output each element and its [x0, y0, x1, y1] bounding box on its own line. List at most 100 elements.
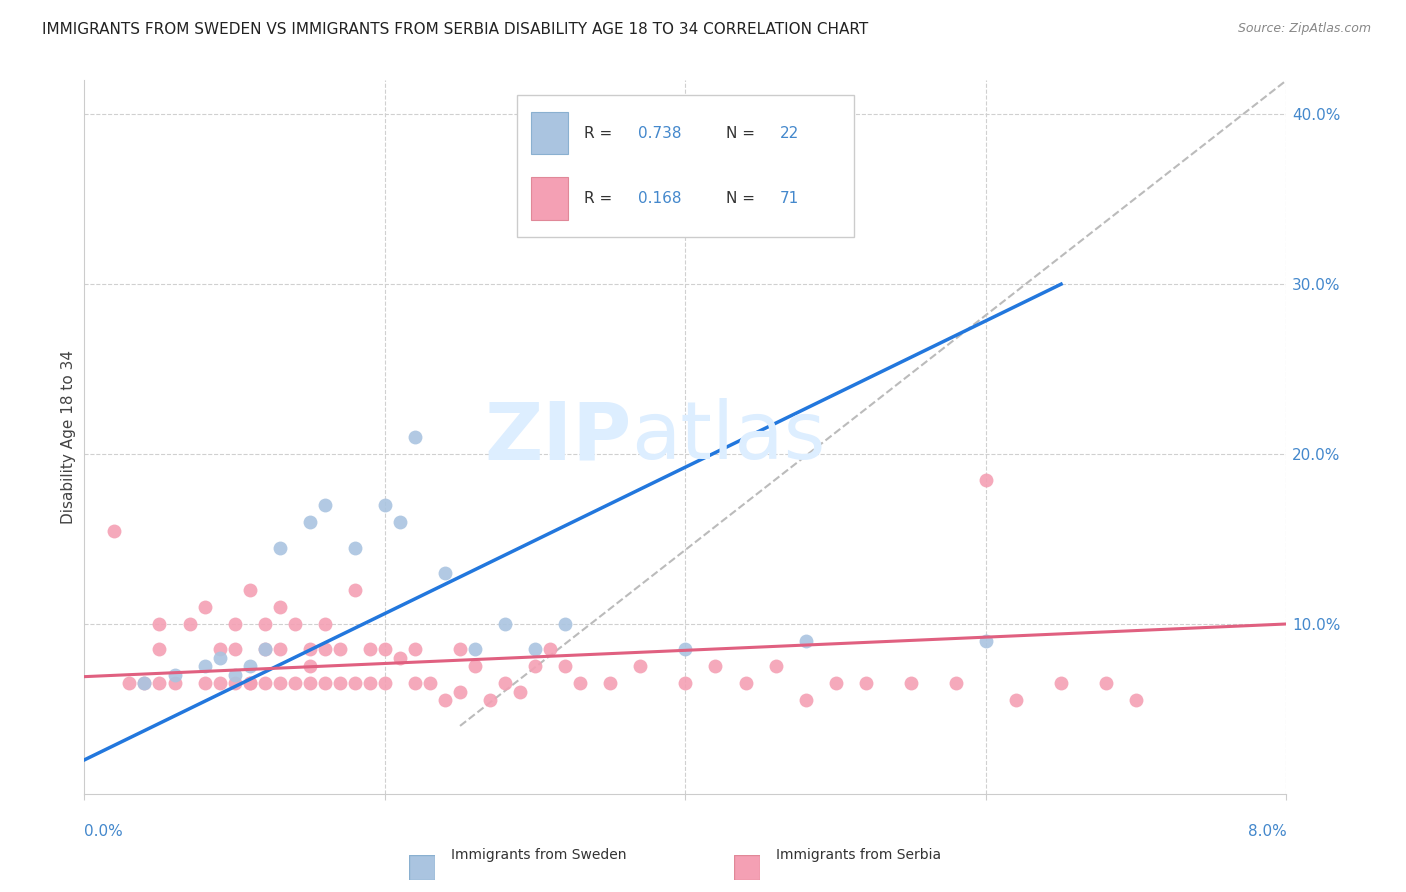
Point — [855, 676, 877, 690]
Point — [765, 659, 787, 673]
Point — [1095, 676, 1118, 690]
Point — [374, 642, 396, 657]
Point — [343, 582, 366, 597]
Point — [224, 676, 246, 690]
Point — [554, 617, 576, 632]
Point — [239, 676, 262, 690]
Point — [1125, 693, 1147, 707]
Point — [163, 676, 186, 690]
Point — [298, 515, 321, 529]
Point — [329, 642, 352, 657]
Point — [794, 634, 817, 648]
Point — [314, 676, 336, 690]
Point — [974, 473, 997, 487]
Text: Source: ZipAtlas.com: Source: ZipAtlas.com — [1237, 22, 1371, 36]
Point — [343, 541, 366, 555]
Point — [239, 582, 262, 597]
Text: 0.0%: 0.0% — [84, 824, 124, 839]
Point — [404, 642, 426, 657]
Point — [599, 676, 621, 690]
Text: ZIP: ZIP — [484, 398, 631, 476]
Point — [224, 668, 246, 682]
Point — [434, 693, 457, 707]
Point — [179, 617, 201, 632]
Point — [208, 651, 231, 665]
Point — [509, 685, 531, 699]
Point — [479, 693, 502, 707]
Point — [224, 617, 246, 632]
Point — [208, 676, 231, 690]
Point — [494, 676, 516, 690]
Point — [314, 642, 336, 657]
Point — [569, 676, 592, 690]
Point — [464, 642, 486, 657]
Point — [675, 642, 697, 657]
Text: 8.0%: 8.0% — [1247, 824, 1286, 839]
Point — [824, 676, 846, 690]
Point — [388, 651, 411, 665]
Point — [404, 430, 426, 444]
Y-axis label: Disability Age 18 to 34: Disability Age 18 to 34 — [60, 350, 76, 524]
Point — [404, 676, 426, 690]
Point — [734, 676, 756, 690]
Point — [239, 676, 262, 690]
Point — [269, 676, 291, 690]
Point — [628, 659, 651, 673]
Point — [298, 676, 321, 690]
Point — [148, 617, 170, 632]
Point — [208, 642, 231, 657]
Point — [118, 676, 141, 690]
Point — [464, 659, 486, 673]
Point — [554, 659, 576, 673]
Point — [134, 676, 156, 690]
Point — [269, 541, 291, 555]
Point — [449, 685, 471, 699]
Point — [298, 642, 321, 657]
Point — [374, 498, 396, 512]
Point — [194, 659, 217, 673]
Text: IMMIGRANTS FROM SWEDEN VS IMMIGRANTS FROM SERBIA DISABILITY AGE 18 TO 34 CORRELA: IMMIGRANTS FROM SWEDEN VS IMMIGRANTS FRO… — [42, 22, 869, 37]
Point — [224, 642, 246, 657]
Point — [524, 642, 547, 657]
Point — [148, 642, 170, 657]
Point — [538, 642, 561, 657]
Point — [163, 668, 186, 682]
Point — [794, 693, 817, 707]
Point — [343, 676, 366, 690]
Point — [1050, 676, 1073, 690]
Point — [1005, 693, 1028, 707]
Point — [298, 659, 321, 673]
Point — [329, 676, 352, 690]
Point — [900, 676, 922, 690]
Point — [253, 642, 276, 657]
Point — [945, 676, 967, 690]
Text: atlas: atlas — [631, 398, 825, 476]
Point — [253, 642, 276, 657]
Point — [374, 676, 396, 690]
Point — [194, 676, 217, 690]
Point — [284, 617, 307, 632]
Point — [314, 617, 336, 632]
Point — [434, 566, 457, 580]
Point — [675, 676, 697, 690]
Point — [388, 515, 411, 529]
Point — [134, 676, 156, 690]
Point — [284, 676, 307, 690]
Text: Immigrants from Sweden: Immigrants from Sweden — [451, 847, 627, 862]
Point — [494, 617, 516, 632]
Point — [103, 524, 125, 538]
Point — [148, 676, 170, 690]
Point — [524, 659, 547, 673]
Point — [359, 642, 381, 657]
Point — [253, 617, 276, 632]
Point — [253, 676, 276, 690]
Point — [269, 642, 291, 657]
Point — [269, 599, 291, 614]
Point — [194, 599, 217, 614]
Point — [449, 642, 471, 657]
Point — [359, 676, 381, 690]
Point — [419, 676, 441, 690]
Point — [974, 634, 997, 648]
Text: Immigrants from Serbia: Immigrants from Serbia — [776, 847, 941, 862]
Point — [704, 659, 727, 673]
